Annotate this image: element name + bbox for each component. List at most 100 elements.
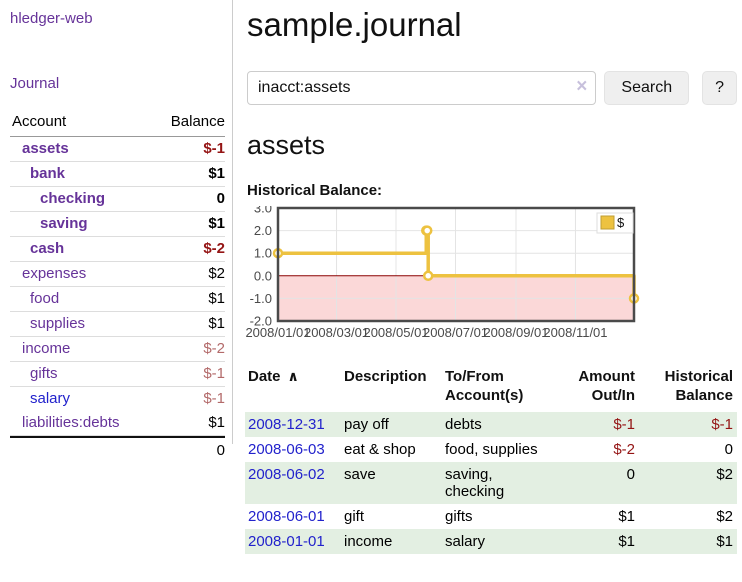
- transaction-date-link[interactable]: 2008-06-02: [248, 466, 325, 483]
- account-row: income $-2: [10, 337, 225, 362]
- transaction-cell: 2008-06-03: [245, 437, 344, 462]
- account-row: saving $1: [10, 212, 225, 237]
- transaction-description: pay off: [344, 416, 389, 433]
- transaction-cell: 2008-06-02: [245, 462, 344, 504]
- sidebar-item-journal[interactable]: Journal: [10, 75, 60, 92]
- transaction-cell: saving, checking: [445, 462, 549, 504]
- account-link[interactable]: liabilities:debts: [22, 414, 120, 431]
- transaction-cell: gift: [344, 504, 445, 529]
- transaction-cell: $-2: [549, 437, 635, 462]
- transaction-cell: 0: [549, 462, 635, 504]
- svg-text:1.0: 1.0: [254, 246, 272, 261]
- account-link[interactable]: income: [22, 340, 71, 357]
- account-row: expenses $2: [10, 262, 225, 287]
- account-link[interactable]: cash: [30, 240, 65, 257]
- transaction-date-link[interactable]: 2008-06-01: [248, 508, 325, 525]
- transaction-cell: $1: [635, 529, 737, 554]
- account-link[interactable]: checking: [40, 190, 106, 207]
- clear-search-icon[interactable]: ×: [576, 76, 588, 97]
- column-header-label: Date: [248, 368, 281, 385]
- transaction-amount: $1: [618, 508, 635, 525]
- column-header: Amount Out/In: [549, 365, 635, 412]
- search-button[interactable]: Search: [604, 71, 690, 105]
- account-link[interactable]: bank: [30, 165, 66, 182]
- transaction-accounts: food, supplies: [445, 441, 538, 458]
- svg-text:-1.0: -1.0: [250, 291, 272, 306]
- transaction-row: 2008-06-02 save saving, checking 0 $2: [245, 462, 737, 504]
- main-content: sample.journal × Search ? assets Histori…: [245, 0, 737, 554]
- search-box: ×: [247, 71, 597, 105]
- svg-text:2008/09/01: 2008/09/01: [483, 325, 548, 340]
- account-balance: $-1: [203, 140, 225, 157]
- transaction-description: gift: [344, 508, 365, 525]
- account-heading: assets: [247, 130, 326, 160]
- svg-text:0.0: 0.0: [254, 268, 272, 283]
- transaction-cell: $-1: [549, 412, 635, 437]
- transaction-date-link[interactable]: 2008-06-03: [248, 441, 325, 458]
- transaction-balance: $1: [716, 533, 733, 550]
- transaction-description: income: [344, 533, 393, 550]
- account-link[interactable]: food: [30, 290, 60, 307]
- account-row: liabilities:debts $1: [10, 411, 225, 436]
- column-header: Description: [344, 365, 445, 412]
- account-balance: 0: [216, 190, 225, 207]
- svg-text:2008/07/01: 2008/07/01: [423, 325, 488, 340]
- svg-text:$: $: [617, 215, 625, 230]
- svg-text:-2.0: -2.0: [250, 314, 272, 329]
- historical-balance-chart: $3.0 2.0 1.0 0.0 -1.0 -2.0 2008/01/01 2008/03/0…: [245, 206, 645, 344]
- app-title-link[interactable]: hledger-web: [10, 10, 93, 27]
- account-link[interactable]: assets: [22, 140, 69, 157]
- account-link[interactable]: supplies: [30, 315, 86, 332]
- account-balance: $1: [208, 315, 225, 332]
- transaction-amount: $-2: [613, 441, 635, 458]
- transaction-cell: pay off: [344, 412, 445, 437]
- account-link[interactable]: salary: [30, 390, 71, 407]
- help-button[interactable]: ?: [702, 71, 737, 105]
- sort-asc-icon[interactable]: ∧: [287, 368, 299, 384]
- column-header-label: To/From Account(s): [445, 368, 524, 404]
- account-balance: $-2: [203, 340, 225, 357]
- transaction-date-link[interactable]: 2008-12-31: [248, 416, 325, 433]
- account-balance: $1: [208, 165, 225, 182]
- account-link[interactable]: gifts: [30, 365, 58, 382]
- transaction-cell: $1: [549, 504, 635, 529]
- transaction-date-link[interactable]: 2008-01-01: [248, 533, 325, 550]
- accounts-total-value: 0: [216, 442, 225, 459]
- accounts-table: Account Balance assets $-1 bank $1 checking 0…: [10, 113, 225, 463]
- transaction-accounts: gifts: [445, 508, 473, 525]
- account-row: food $1: [10, 287, 225, 312]
- account-balance: $1: [208, 290, 225, 307]
- column-header-label: Amount Out/In: [578, 368, 635, 404]
- account-row: checking 0: [10, 187, 225, 212]
- transaction-cell: gifts: [445, 504, 549, 529]
- account-balance: $-1: [203, 390, 225, 407]
- transaction-row: 2008-06-01 gift gifts $1 $2: [245, 504, 737, 529]
- account-balance: $1: [208, 215, 225, 232]
- search-form: × Search ?: [247, 71, 737, 105]
- account-row: bank $1: [10, 162, 225, 187]
- transaction-cell: $2: [635, 504, 737, 529]
- transaction-cell: $-1: [635, 412, 737, 437]
- search-input[interactable]: [247, 71, 597, 105]
- account-balance: $2: [208, 265, 225, 282]
- transaction-amount: $1: [618, 533, 635, 550]
- svg-text:2008/11/01: 2008/11/01: [543, 325, 607, 340]
- sidebar: hledger-web Journal Account Balance asse…: [0, 0, 233, 459]
- svg-text:2008/05/01: 2008/05/01: [363, 325, 428, 340]
- column-header[interactable]: Date ∧: [245, 365, 344, 412]
- svg-text:2.0: 2.0: [254, 223, 272, 238]
- transaction-amount: $-1: [613, 416, 635, 433]
- account-link[interactable]: expenses: [22, 265, 87, 282]
- account-row: cash $-2: [10, 237, 225, 262]
- transaction-cell: salary: [445, 529, 549, 554]
- transaction-amount: 0: [626, 466, 635, 483]
- account-row: salary $-1: [10, 387, 225, 411]
- account-link[interactable]: saving: [40, 215, 88, 232]
- transaction-row: 2008-06-03 eat & shop food, supplies $-2 0: [245, 437, 737, 462]
- transaction-cell: save: [344, 462, 445, 504]
- account-row: assets $-1: [10, 137, 225, 162]
- transaction-balance: 0: [724, 441, 733, 458]
- transaction-cell: 2008-06-01: [245, 504, 344, 529]
- transactions-header-row: Date ∧ Description To/From Account(s) Amount…: [245, 365, 737, 412]
- transaction-cell: $2: [635, 462, 737, 504]
